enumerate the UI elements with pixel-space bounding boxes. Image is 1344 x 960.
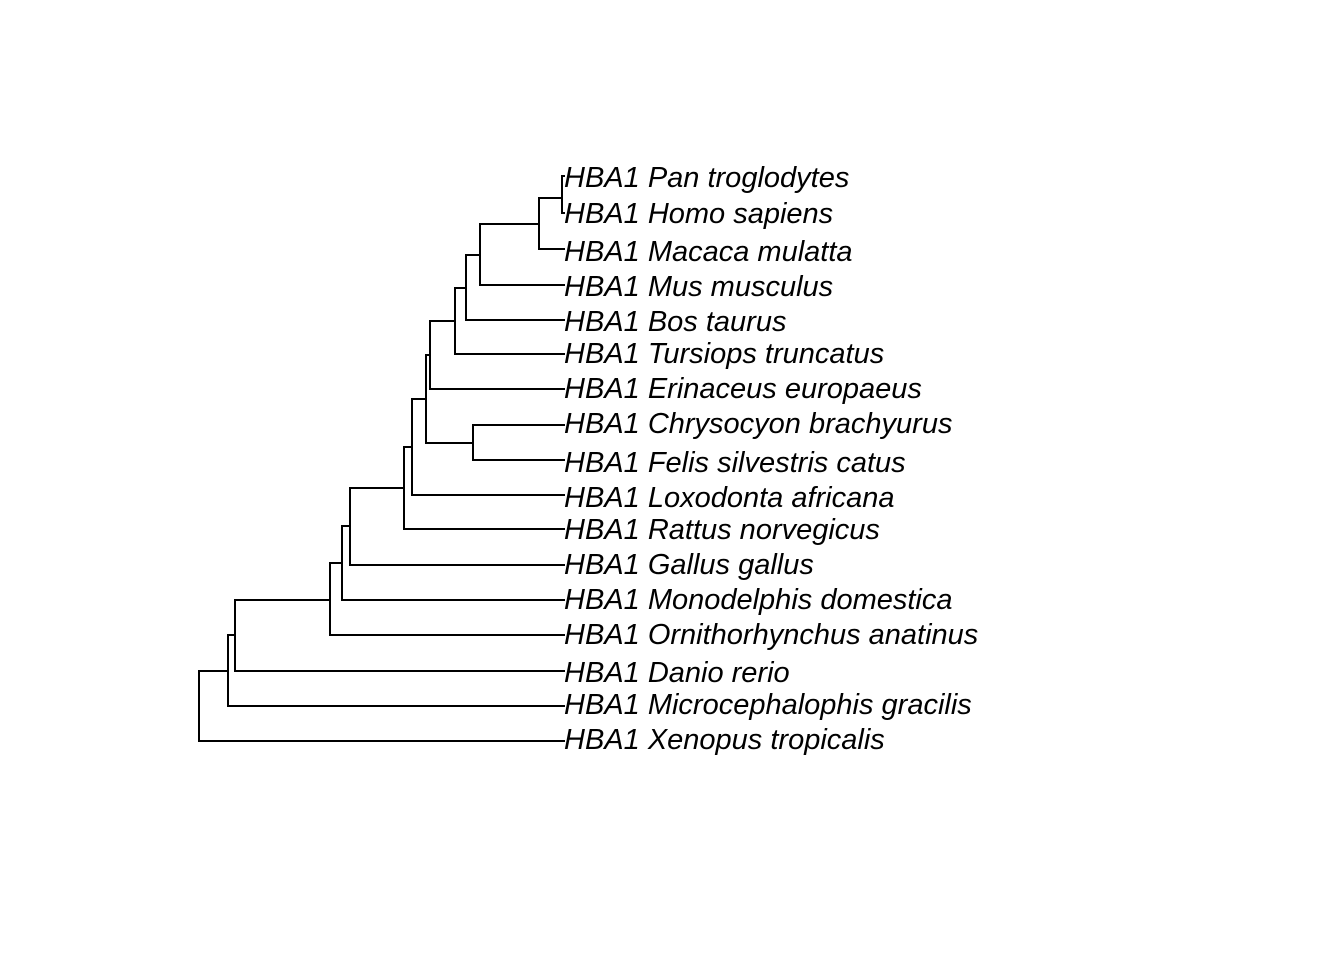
tip-label: HBA1 Ornithorhynchus anatinus	[564, 619, 978, 651]
tip-label: HBA1 Bos taurus	[564, 306, 786, 338]
tip-label: HBA1 Mus musculus	[564, 271, 833, 303]
tip-label: HBA1 Tursiops truncatus	[564, 338, 884, 370]
tip-label: HBA1 Macaca mulatta	[564, 236, 853, 268]
tip-label: HBA1 Rattus norvegicus	[564, 514, 880, 546]
tip-label: HBA1 Homo sapiens	[564, 198, 833, 230]
tip-label: HBA1 Xenopus tropicalis	[564, 724, 885, 756]
tip-label: HBA1 Monodelphis domestica	[564, 584, 952, 616]
tip-label: HBA1 Felis silvestris catus	[564, 447, 906, 479]
tip-label: HBA1 Chrysocyon brachyurus	[564, 408, 952, 440]
tip-labels: HBA1 Pan troglodytes HBA1 Homo sapiens H…	[564, 162, 978, 756]
tip-label: HBA1 Microcephalophis gracilis	[564, 689, 972, 721]
tip-label: HBA1 Pan troglodytes	[564, 162, 849, 194]
tree-branches	[198, 175, 565, 742]
tip-label: HBA1 Erinaceus europaeus	[564, 373, 922, 405]
tip-label: HBA1 Gallus gallus	[564, 549, 814, 581]
tip-label: HBA1 Danio rerio	[564, 657, 790, 689]
tip-label: HBA1 Loxodonta africana	[564, 482, 895, 514]
